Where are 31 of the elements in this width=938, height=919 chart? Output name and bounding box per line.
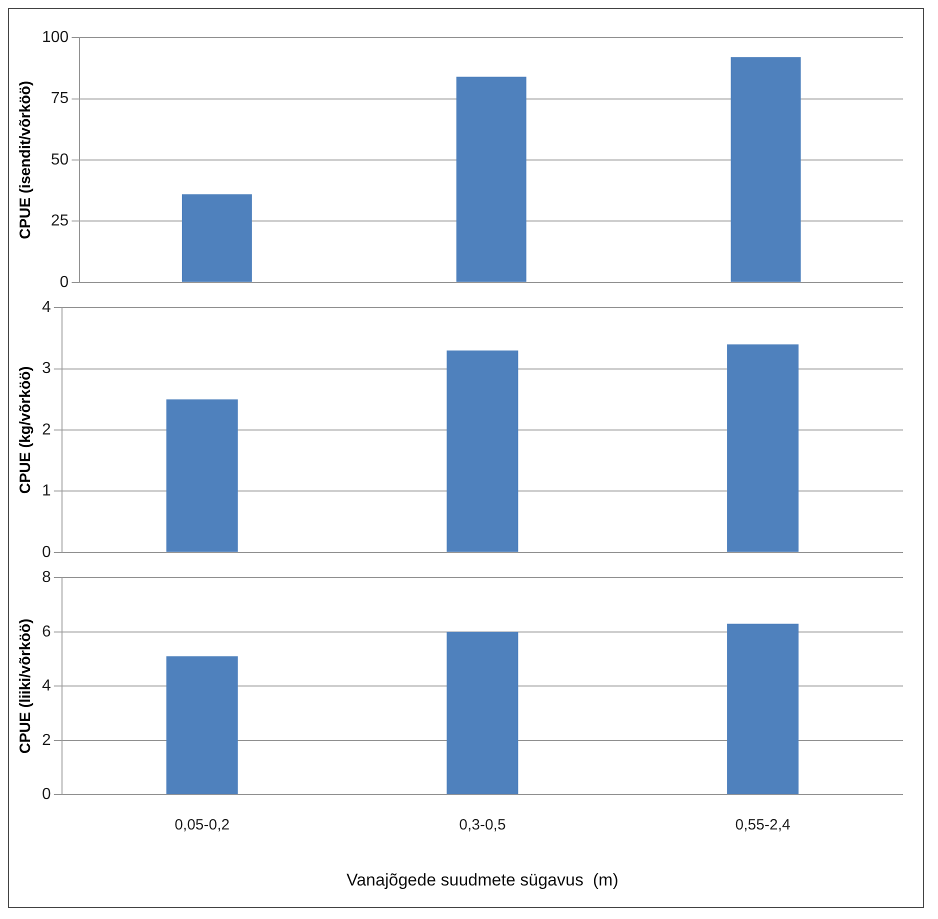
x-tick-label: 0,3-0,5 xyxy=(459,816,506,834)
y-tick-label: 0 xyxy=(42,786,51,804)
y-tick-label: 3 xyxy=(42,360,51,378)
x-tick-label: 0,05-0,2 xyxy=(174,816,230,834)
y-tick-label: 8 xyxy=(42,569,51,586)
y-axis-title: CPUE (liiki/võrköö) xyxy=(17,618,34,754)
bar xyxy=(446,350,518,552)
y-tick-label: 1 xyxy=(42,482,51,500)
x-axis-title: Vanajõgede suudmete sügavus (m) xyxy=(346,870,618,890)
y-tick-label: 0 xyxy=(60,274,69,291)
x-tick-label: 0,55-2,4 xyxy=(735,816,790,834)
y-tick-label: 2 xyxy=(42,732,51,749)
y-tick-label: 4 xyxy=(42,678,51,695)
y-tick-label: 100 xyxy=(42,29,69,46)
y-axis-title: CPUE (kg/võrköö) xyxy=(17,366,34,494)
bar xyxy=(166,399,238,552)
y-tick-label: 2 xyxy=(42,421,51,438)
y-tick-label: 6 xyxy=(42,623,51,640)
y-tick-label: 50 xyxy=(50,151,69,168)
bar xyxy=(727,624,799,794)
bar xyxy=(730,57,801,282)
y-tick-label: 75 xyxy=(50,90,69,108)
bar xyxy=(456,76,526,282)
y-axis-title: CPUE (isendit/võrköö) xyxy=(17,80,34,240)
bar xyxy=(727,344,799,552)
y-tick-label: 4 xyxy=(42,299,51,316)
bar xyxy=(166,656,238,794)
y-tick-label: 0 xyxy=(42,544,51,561)
bar xyxy=(446,632,518,794)
bar xyxy=(182,194,252,282)
y-tick-label: 25 xyxy=(50,212,69,230)
